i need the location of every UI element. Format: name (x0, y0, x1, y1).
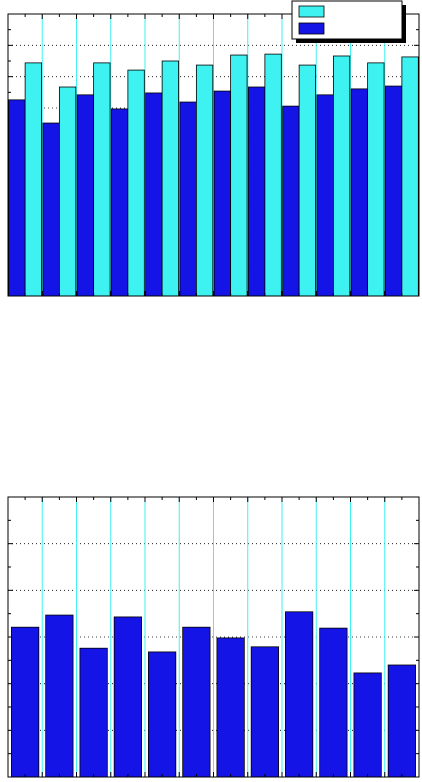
bar (401, 56, 419, 297)
bar (316, 94, 334, 297)
bar (230, 54, 248, 297)
bar (353, 672, 382, 778)
bar (111, 108, 129, 297)
bar (76, 94, 95, 297)
bar (387, 664, 416, 778)
legend (291, 0, 406, 43)
bar (182, 626, 211, 778)
bar (216, 637, 245, 778)
plot-frame (7, 496, 420, 778)
bar (58, 86, 77, 297)
bar (367, 62, 385, 297)
bar (113, 616, 142, 778)
legend-swatch (298, 5, 325, 18)
bar (248, 86, 266, 297)
bar (161, 60, 179, 297)
bar (213, 90, 232, 297)
plot-frame (7, 13, 420, 297)
bar (148, 651, 177, 778)
bar (285, 611, 314, 778)
chart (7, 496, 420, 778)
bar (11, 626, 40, 778)
bar (332, 55, 351, 297)
bar (42, 122, 60, 297)
bar (8, 99, 26, 297)
bar (93, 62, 111, 297)
bar (127, 69, 145, 297)
bar (264, 53, 282, 297)
chart (7, 0, 420, 297)
bar (45, 614, 74, 778)
bar (250, 646, 279, 778)
bar (79, 647, 108, 778)
bar (179, 101, 197, 297)
bar (24, 62, 42, 297)
bar (195, 64, 214, 297)
bar (350, 88, 369, 297)
bar (319, 627, 348, 778)
bar (145, 92, 163, 297)
bar (385, 85, 403, 297)
legend-swatch (298, 22, 325, 35)
bar (282, 105, 300, 297)
bar (298, 64, 316, 297)
